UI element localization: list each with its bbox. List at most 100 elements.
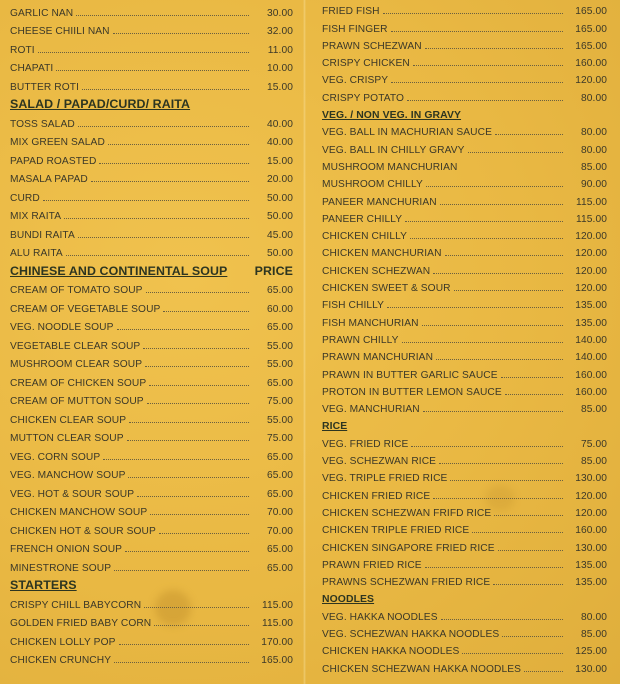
menu-item: MIX RAITA 50.00	[10, 207, 293, 226]
item-name: MUSHROOM CHILLY	[322, 179, 423, 191]
item-price: 20.00	[267, 174, 293, 185]
item-name: MINESTRONE SOUP	[10, 562, 112, 574]
menu-item: CHICKEN LOLLY POP 170.00	[10, 632, 293, 651]
menu-item: VEGETABLE CLEAR SOUP 55.00	[10, 336, 293, 355]
item-name: VEG. MANCHOW SOUP	[10, 470, 126, 481]
item-name: CHICKEN MANCHURIAN	[322, 248, 442, 260]
section-heading: RICE	[322, 418, 607, 435]
item-name: PRAWN SCHEZWAN	[322, 40, 422, 52]
section-heading: STARTERS	[10, 577, 293, 596]
item-price: 135.00	[575, 559, 607, 571]
menu-item: VEG. FRIED RICE 75.00	[322, 435, 607, 452]
item-name: CHICKEN SINGAPORE FRIED RICE	[322, 542, 495, 554]
dot-leader	[411, 445, 563, 447]
menu-item: CHICKEN FRIED RICE 120.00	[322, 487, 607, 504]
item-name: GARLIC NAN	[10, 7, 74, 19]
menu-item: PROTON IN BUTTER LEMON SAUCE 160.00	[322, 384, 607, 401]
menu-item: VEG. HAKKA NOODLES 80.00	[322, 608, 607, 625]
item-name: CREAM OF VEGETABLE SOUP	[10, 303, 161, 315]
dot-leader	[114, 569, 249, 571]
item-name: CHICKEN MANCHOW SOUP	[10, 507, 148, 518]
item-name: MUSHROOM MANCHURIAN	[322, 161, 458, 173]
item-name: CHICKEN CRUNCHY	[10, 655, 112, 666]
item-name: PRAWN FRIED RICE	[322, 559, 422, 571]
item-name: MIX RAITA	[10, 211, 62, 222]
menu-item: GOLDEN FRIED BABY CORN 115.00	[10, 614, 293, 633]
item-price: 55.00	[267, 340, 293, 352]
dot-leader	[82, 88, 249, 90]
item-price: 85.00	[581, 456, 607, 468]
menu-item: CHICKEN TRIPLE FRIED RICE 160.00	[322, 522, 607, 539]
item-price: 135.00	[575, 317, 607, 329]
item-price: 75.00	[581, 438, 607, 450]
dot-leader	[444, 255, 563, 257]
dot-leader	[137, 495, 249, 497]
dot-leader	[462, 653, 563, 655]
item-price: 115.00	[261, 599, 293, 611]
item-price: 65.00	[267, 377, 293, 389]
menu-item: FISH CHILLY 135.00	[322, 297, 607, 314]
menu-item: MINESTRONE SOUP 65.00	[10, 558, 293, 577]
dot-leader	[76, 14, 249, 16]
menu-item: BUTTER ROTI 15.00	[10, 77, 293, 96]
dot-leader	[433, 497, 563, 499]
menu-item: CHICKEN SINGAPORE FRIED RICE 130.00	[322, 539, 607, 556]
item-price: 65.00	[267, 544, 293, 555]
menu-item: FISH FINGER 165.00	[322, 20, 607, 37]
item-name: CHEESE CHIILI NAN	[10, 26, 110, 37]
dot-leader	[424, 566, 563, 568]
menu-item: CHEESE CHIILI NAN 32.00	[10, 22, 293, 41]
item-name: ALU RAITA	[10, 248, 63, 259]
item-name: CHICKEN SCHEZWAN HAKKA NOODLES	[322, 663, 522, 675]
menu-item: PRAWN SCHEZWAN 165.00	[322, 38, 607, 55]
item-name: CRISPY CHICKEN	[322, 58, 410, 70]
dot-leader	[391, 82, 563, 84]
dot-leader	[77, 236, 249, 238]
item-price: 170.00	[261, 636, 293, 648]
dot-leader	[504, 393, 563, 395]
dot-leader	[112, 33, 249, 34]
dot-leader	[440, 618, 563, 620]
item-price: 85.00	[581, 161, 607, 173]
item-price: 65.00	[267, 562, 293, 574]
section-title: SALAD / PAPAD/CURD/ RAITA	[10, 97, 191, 111]
menu-item: VEG. SCHEZWAN HAKKA NOODLES 85.00	[322, 626, 607, 643]
item-name: CREAM OF MUTTON SOUP	[10, 396, 144, 407]
item-price: 80.00	[581, 92, 607, 104]
dot-leader	[103, 458, 249, 460]
item-name: PAPAD ROASTED	[10, 155, 97, 167]
dot-leader	[116, 329, 249, 330]
item-name: CRISPY CHILL BABYCORN	[10, 599, 142, 611]
dot-leader	[144, 606, 249, 608]
dot-leader	[390, 30, 563, 32]
dot-leader	[125, 551, 249, 552]
dot-leader	[387, 307, 563, 309]
section-title: CHINESE AND CONTINENTAL SOUP	[10, 263, 228, 278]
item-price: 75.00	[267, 433, 293, 444]
item-name: MIX GREEN SALAD	[10, 137, 105, 148]
menu-item: CREAM OF TOMATO SOUP 65.00	[10, 281, 293, 300]
item-name: FISH CHILLY	[322, 300, 385, 312]
menu-item: CHICKEN CRUNCHY 165.00	[10, 651, 293, 670]
item-price: 165.00	[575, 6, 607, 18]
menu-column-left: GARLIC NAN 30.00 CHEESE CHIILI NAN 32.00 ROT…	[10, 3, 293, 669]
menu-item: CHICKEN CLEAR SOUP 55.00	[10, 410, 293, 429]
section-title: VEG. / NON VEG. IN GRAVY	[322, 110, 462, 122]
item-name: CHICKEN FRIED RICE	[322, 490, 431, 502]
stain	[155, 590, 191, 626]
item-price: 165.00	[575, 23, 607, 35]
dot-leader	[453, 290, 563, 292]
item-name: PROTON IN BUTTER LEMON SAUCE	[322, 386, 502, 398]
item-price: 40.00	[267, 137, 293, 148]
dot-leader	[405, 220, 563, 222]
dot-leader	[145, 292, 249, 293]
item-price: 130.00	[575, 473, 607, 485]
menu-item: CHICKEN MANCHOW SOUP 70.00	[10, 503, 293, 522]
item-price: 120.00	[575, 507, 607, 519]
dot-leader	[118, 643, 249, 645]
item-name: VEG. TRIPLE FRIED RICE	[322, 473, 448, 485]
menu-item: MUSHROOM CLEAR SOUP 55.00	[10, 355, 293, 374]
dot-leader	[495, 134, 563, 136]
item-price: 120.00	[575, 75, 607, 87]
item-price: 130.00	[575, 542, 607, 554]
